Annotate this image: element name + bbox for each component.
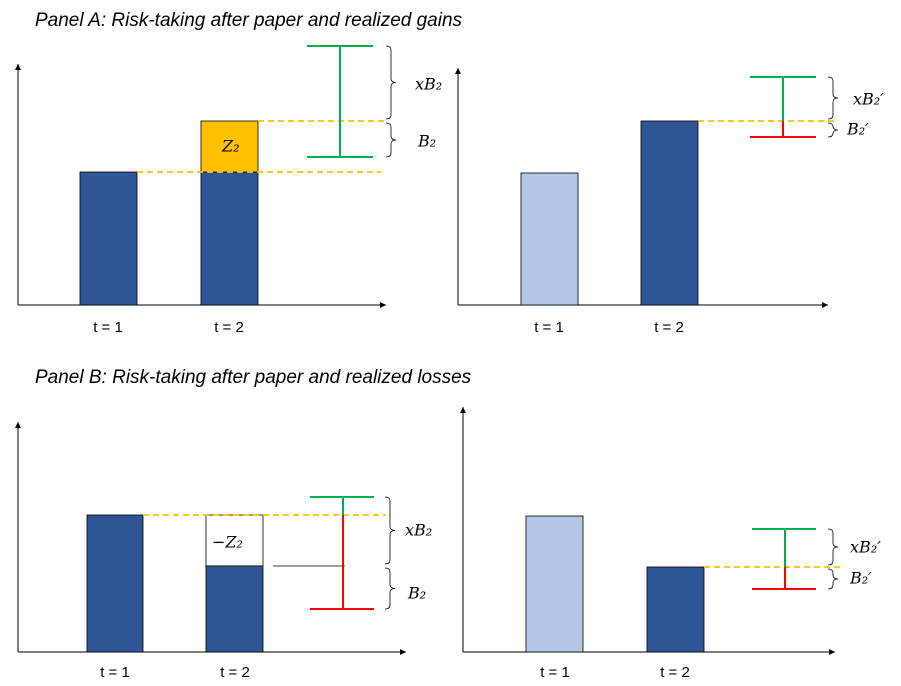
label: B₂ <box>407 584 426 603</box>
bar <box>640 120 699 306</box>
label: xB₂ <box>415 75 442 94</box>
bar <box>205 565 264 653</box>
tick-label: t = 2 <box>214 319 244 336</box>
bar <box>646 566 705 653</box>
chart: xB₂′ B₂′ t = 1 t = 2 <box>460 407 881 681</box>
brace <box>384 496 396 565</box>
tick-label: t = 1 <box>534 319 564 336</box>
braces <box>384 45 839 610</box>
label: B₂′ <box>846 120 869 139</box>
tick-label: t = 2 <box>654 319 684 336</box>
panel-title: Panel B: Risk-taking after paper and rea… <box>35 367 472 388</box>
bar-loss <box>205 514 264 567</box>
brace <box>827 568 839 590</box>
tick-label: t = 1 <box>100 664 130 681</box>
tick-label: t = 2 <box>220 664 250 681</box>
label: xB₂′ <box>850 538 881 557</box>
brace <box>384 567 396 610</box>
brace <box>385 122 397 158</box>
bar <box>79 171 138 306</box>
brace <box>385 45 397 120</box>
label: xB₂′ <box>853 90 884 109</box>
chart: −Z₂ xB₂ B₂ t = 1 t = 2 <box>15 422 432 681</box>
bar <box>86 514 144 653</box>
bar-label: −Z₂ <box>212 533 243 552</box>
bar <box>525 515 584 653</box>
chart: xB₂′ B₂′ t = 1 t = 2 <box>455 68 884 336</box>
tick-label: t = 1 <box>540 664 570 681</box>
panel-title: Panel A: Risk-taking after paper and rea… <box>35 10 463 31</box>
bar <box>200 171 259 306</box>
bar-label: Z₂ <box>221 137 240 156</box>
label: B₂′ <box>849 569 872 588</box>
chart: Z₂ xB₂ B₂ t = 1 t = 2 <box>15 45 442 336</box>
brace <box>827 76 839 120</box>
tick-label: t = 1 <box>93 319 123 336</box>
brace <box>827 528 839 566</box>
bar <box>520 172 579 306</box>
tick-label: t = 2 <box>660 664 690 681</box>
bar-gain <box>200 120 259 173</box>
label: B₂ <box>417 132 436 151</box>
label: xB₂ <box>405 521 432 540</box>
brace <box>827 122 839 138</box>
